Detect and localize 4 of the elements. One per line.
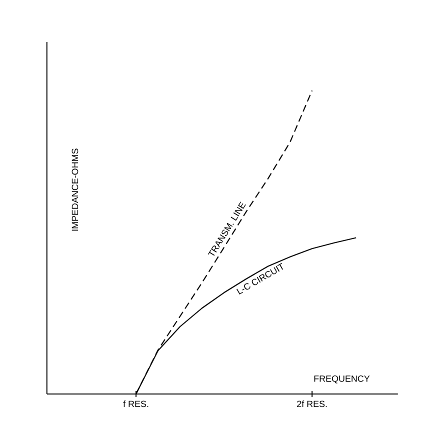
x-axis-title: FREQUENCY xyxy=(314,375,370,384)
x-tick-label: 2f RES. xyxy=(297,400,327,408)
y-axis-title: IMPEDANCE-OHMS xyxy=(72,148,78,231)
x-tick-label: f RES. xyxy=(123,400,148,408)
